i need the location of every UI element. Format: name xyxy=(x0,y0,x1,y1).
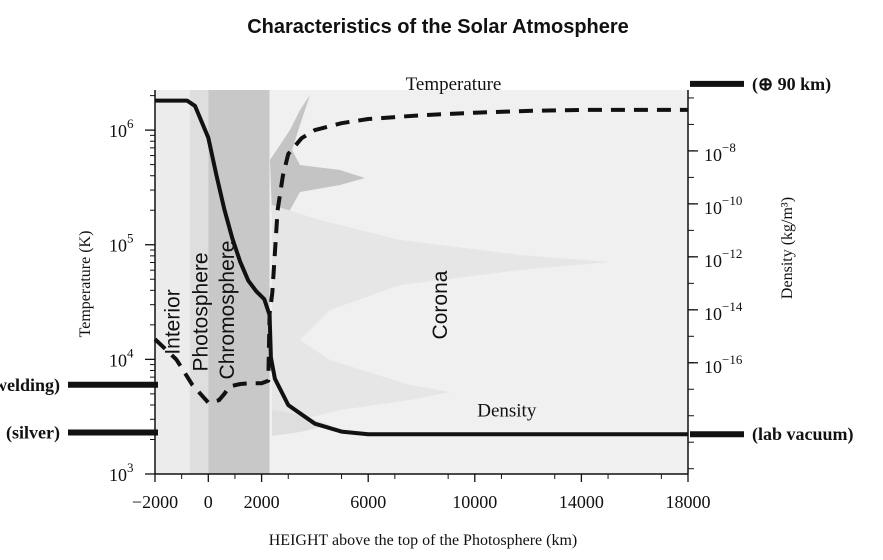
reference-label-1: (silver) xyxy=(6,423,60,444)
y-left-tick-label-3: 106 xyxy=(109,116,134,141)
y-right-tick-label-0: 10−8 xyxy=(704,140,736,165)
y-right-tick-label-1: 10−10 xyxy=(704,193,742,218)
x-tick-label-0: −2000 xyxy=(132,492,178,512)
flare-middle xyxy=(272,205,610,422)
plot-axes: −2000 0 2000 6000 10000 14000 18000 103 104 105 10… xyxy=(109,90,743,512)
x-tick-label-5: 14000 xyxy=(559,492,604,512)
region-band-1 xyxy=(189,90,209,474)
series-label-temperature: Temperature xyxy=(406,74,502,95)
series-temperature-line xyxy=(153,107,688,405)
region-band-2 xyxy=(208,90,270,474)
y-right-tick-label-3: 10−14 xyxy=(704,299,743,324)
x-axis-label: HEIGHT above the top of the Photosphere … xyxy=(269,532,578,549)
data-series xyxy=(153,98,688,437)
region-label-chromosphere: Chromosphere xyxy=(216,241,239,380)
chart-title: Characteristics of the Solar Atmosphere xyxy=(247,16,629,38)
series-density-line xyxy=(155,98,688,437)
y-axis-label-left: Temperature (K) xyxy=(77,231,94,338)
y-right-tick-label-4: 10−16 xyxy=(704,352,743,377)
series-label-density: Density xyxy=(477,401,537,422)
x-tick-label-2: 2000 xyxy=(244,492,280,512)
region-label-photosphere: Photosphere xyxy=(189,252,212,371)
x-tick-label-1: 0 xyxy=(204,492,213,512)
y-right-tick-label-2: 10−12 xyxy=(704,246,742,271)
y-left-tick-label-2: 105 xyxy=(109,231,134,256)
reference-label-0: (welding) xyxy=(0,375,60,396)
reference-label-3: (lab vacuum) xyxy=(752,424,854,445)
flare-lower xyxy=(272,410,330,436)
flare-upper xyxy=(270,95,365,215)
reference-marks: (welding) (silver) (⊕ 90 km) (lab vacuum) xyxy=(0,74,854,445)
reference-label-2: (⊕ 90 km) xyxy=(752,74,831,95)
chart-labels: Temperature Density Interior Photosphere Chr… xyxy=(161,74,537,422)
y-axis-label-right: Density (kg/m³) xyxy=(779,197,796,299)
corona-flare-shapes xyxy=(270,95,610,436)
region-label-corona: Corona xyxy=(429,270,452,339)
x-tick-label-4: 10000 xyxy=(452,492,497,512)
x-tick-label-3: 6000 xyxy=(350,492,386,512)
x-tick-label-6: 18000 xyxy=(666,492,711,512)
y-left-tick-label-0: 103 xyxy=(109,460,134,485)
y-left-tick-label-1: 104 xyxy=(109,345,134,370)
region-label-interior: Interior xyxy=(161,289,184,354)
region-band-0 xyxy=(155,90,190,474)
